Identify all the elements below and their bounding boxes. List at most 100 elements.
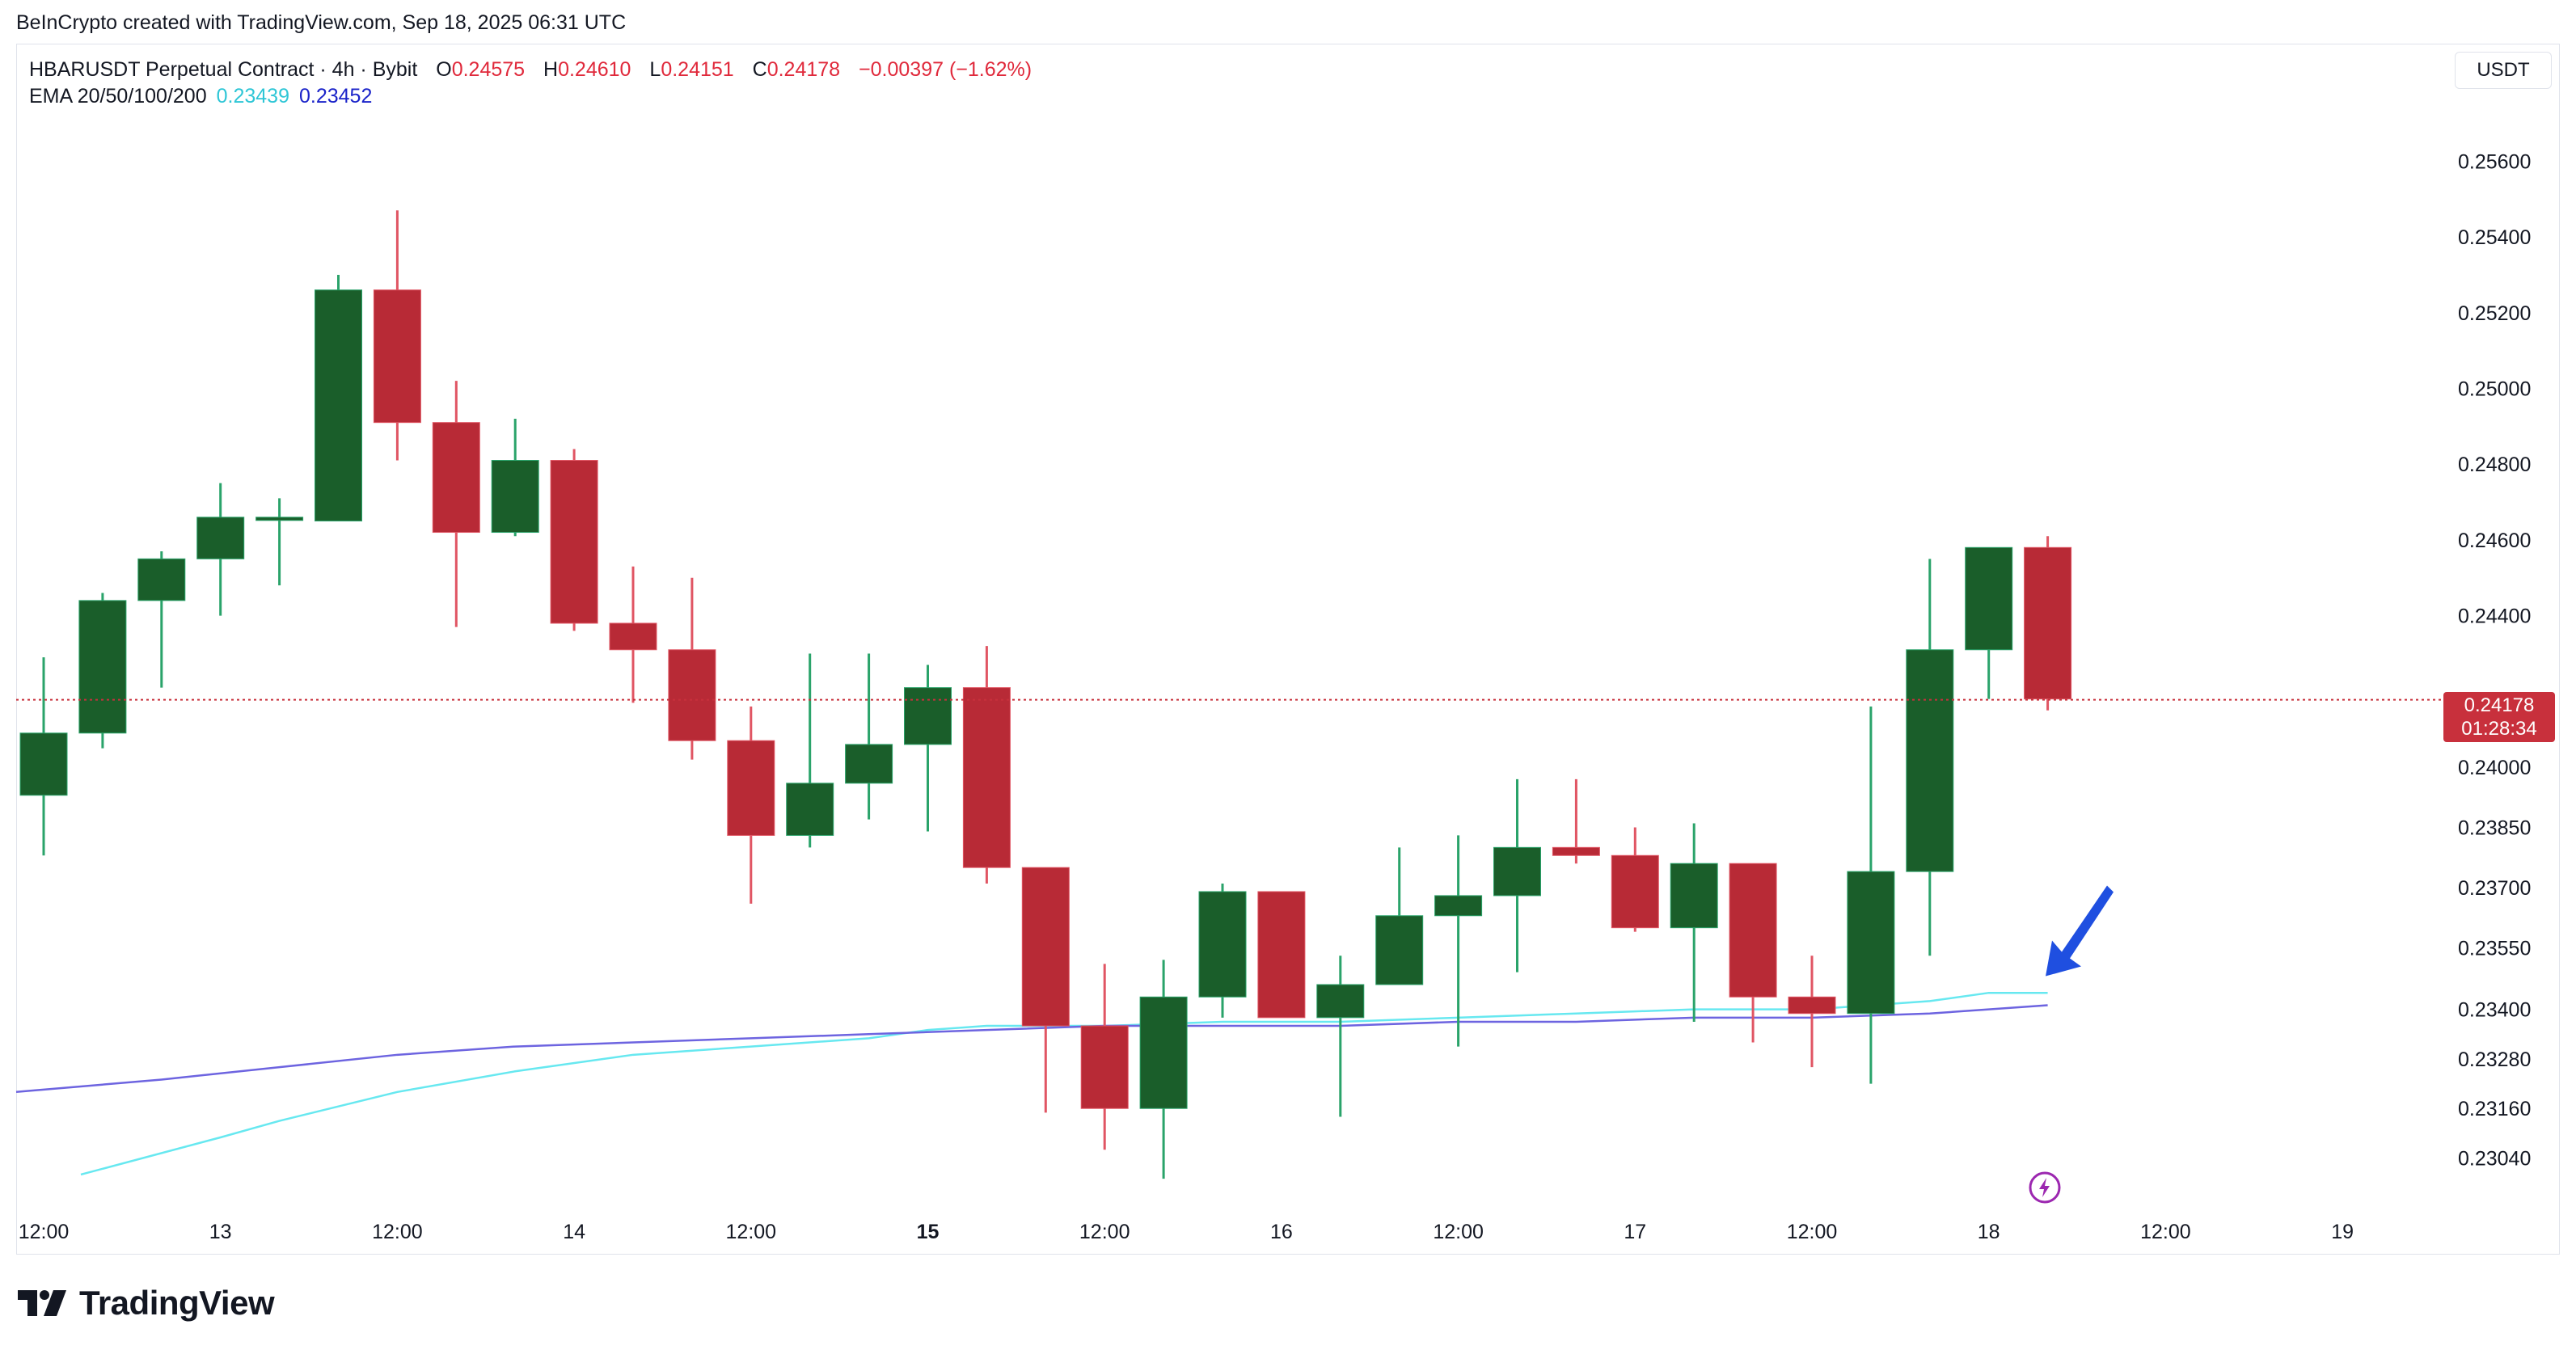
ema50-value: 0.23452 xyxy=(299,85,373,108)
high-label: H xyxy=(543,58,559,81)
candle[interactable] xyxy=(373,210,421,461)
low-value: 0.24151 xyxy=(661,58,734,81)
candle-body-up xyxy=(255,517,304,521)
price-tick-label: 0.25200 xyxy=(2458,302,2531,325)
price-tick-label: 0.23400 xyxy=(2458,999,2531,1022)
time-tick-label: 14 xyxy=(563,1221,585,1243)
candle[interactable] xyxy=(1198,884,1247,1018)
candle-body-up xyxy=(1965,546,2013,651)
lightning-bolt-icon[interactable] xyxy=(2028,1171,2062,1204)
candle-body-down xyxy=(1729,863,1777,998)
candle[interactable] xyxy=(1611,827,1659,932)
time-tick-label: 12:00 xyxy=(1433,1221,1484,1243)
time-tick-label: 19 xyxy=(2331,1221,2354,1243)
price-tick-label: 0.23160 xyxy=(2458,1098,2531,1120)
candle[interactable] xyxy=(1080,964,1129,1150)
legend-ohlc-row: HBARUSDT Perpetual Contract · 4h · Bybit… xyxy=(29,57,1032,83)
price-tick-label: 0.23700 xyxy=(2458,877,2531,900)
low-label: L xyxy=(649,58,661,81)
candle[interactable] xyxy=(1257,891,1306,1019)
candle[interactable] xyxy=(845,653,893,820)
candle-body-down xyxy=(668,649,716,741)
candle-body-up xyxy=(491,460,539,534)
attribution-text: BeInCrypto created with TradingView.com,… xyxy=(16,11,627,34)
annotation-arrow xyxy=(2046,885,2114,977)
time-tick-label: 16 xyxy=(1270,1221,1293,1243)
price-tick-label: 0.24800 xyxy=(2458,454,2531,476)
candle[interactable] xyxy=(1670,823,1718,1022)
candle[interactable] xyxy=(668,577,716,760)
close-value: 0.24178 xyxy=(766,58,841,81)
time-tick-label: 12:00 xyxy=(726,1221,777,1243)
time-tick-label: 12:00 xyxy=(19,1221,70,1243)
symbol-title[interactable]: HBARUSDT Perpetual Contract · 4h · Bybit xyxy=(29,58,418,81)
candle[interactable] xyxy=(550,449,598,631)
candle[interactable] xyxy=(137,551,186,688)
current-price-value: 0.24178 xyxy=(2464,694,2535,716)
bar-countdown: 01:28:34 xyxy=(2461,718,2537,740)
candle[interactable] xyxy=(962,646,1011,884)
candle[interactable] xyxy=(904,664,952,832)
candle[interactable] xyxy=(1906,559,1954,956)
price-axis: 0.23040 0.23160 0.23280 0.23400 0.23550 0.237… xyxy=(2458,150,2531,1170)
high-value: 0.24610 xyxy=(558,58,631,81)
candle[interactable] xyxy=(1139,960,1188,1179)
candle[interactable] xyxy=(1021,867,1070,1113)
chart-legend: HBARUSDT Perpetual Contract · 4h · Bybit… xyxy=(29,57,1032,110)
candle-body-down xyxy=(1080,1025,1129,1109)
candle-body-down xyxy=(1257,891,1306,1019)
tradingview-brand[interactable]: TradingView xyxy=(18,1282,275,1324)
candle[interactable] xyxy=(196,483,245,616)
time-axis: 12:00 13 12:00 14 12:00 15 12:00 16 12:00 17 12:00… xyxy=(19,1221,2354,1243)
open-value: 0.24575 xyxy=(451,58,526,81)
open-label: O xyxy=(436,58,452,81)
time-tick-label: 15 xyxy=(917,1221,940,1243)
candle-body-up xyxy=(1906,649,1954,872)
ema-label[interactable]: EMA 20/50/100/200 xyxy=(29,85,207,108)
candle[interactable] xyxy=(786,653,834,848)
candle[interactable] xyxy=(1729,863,1777,1043)
price-tick-label: 0.25400 xyxy=(2458,226,2531,249)
candle[interactable] xyxy=(432,381,480,627)
chart-frame xyxy=(16,44,2560,1255)
candle[interactable] xyxy=(255,498,304,586)
price-tick-label: 0.23850 xyxy=(2458,817,2531,840)
currency-selector[interactable]: USDT xyxy=(2455,52,2552,89)
candle[interactable] xyxy=(1965,546,2013,699)
price-tick-label: 0.23280 xyxy=(2458,1048,2531,1071)
candle[interactable] xyxy=(727,707,775,904)
candle[interactable] xyxy=(315,274,362,521)
candle-body-up xyxy=(1493,846,1541,896)
candle[interactable] xyxy=(1847,707,1895,1084)
candle[interactable] xyxy=(1316,956,1365,1117)
candle-body-up xyxy=(315,289,362,521)
candle[interactable] xyxy=(609,566,657,703)
candle[interactable] xyxy=(1375,847,1424,985)
candle-body-up xyxy=(1198,891,1247,998)
candle-body-up xyxy=(904,687,952,745)
candle[interactable] xyxy=(1434,835,1483,1047)
price-tick-label: 0.23040 xyxy=(2458,1148,2531,1171)
candle-body-down xyxy=(2024,546,2072,700)
candle-body-down xyxy=(432,422,480,534)
candle-body-up xyxy=(1139,996,1188,1109)
candle-body-down xyxy=(609,622,657,651)
candle[interactable] xyxy=(2024,536,2072,711)
candle-body-down xyxy=(373,289,421,424)
candle-body-down xyxy=(962,687,1011,868)
time-tick-label: 18 xyxy=(1978,1221,2000,1243)
candle[interactable] xyxy=(78,593,127,749)
close-label: C xyxy=(752,58,767,81)
brand-name: TradingView xyxy=(79,1284,275,1322)
candle[interactable] xyxy=(1552,778,1600,864)
time-tick-label: 13 xyxy=(209,1221,232,1243)
candle-body-down xyxy=(1788,996,1836,1015)
candle-body-up xyxy=(137,558,186,601)
candle-body-up xyxy=(1670,863,1718,929)
candle[interactable] xyxy=(1493,778,1541,972)
time-tick-label: 12:00 xyxy=(1079,1221,1130,1243)
candle[interactable] xyxy=(491,418,539,537)
candle[interactable] xyxy=(1788,956,1836,1068)
candle[interactable] xyxy=(19,657,68,856)
